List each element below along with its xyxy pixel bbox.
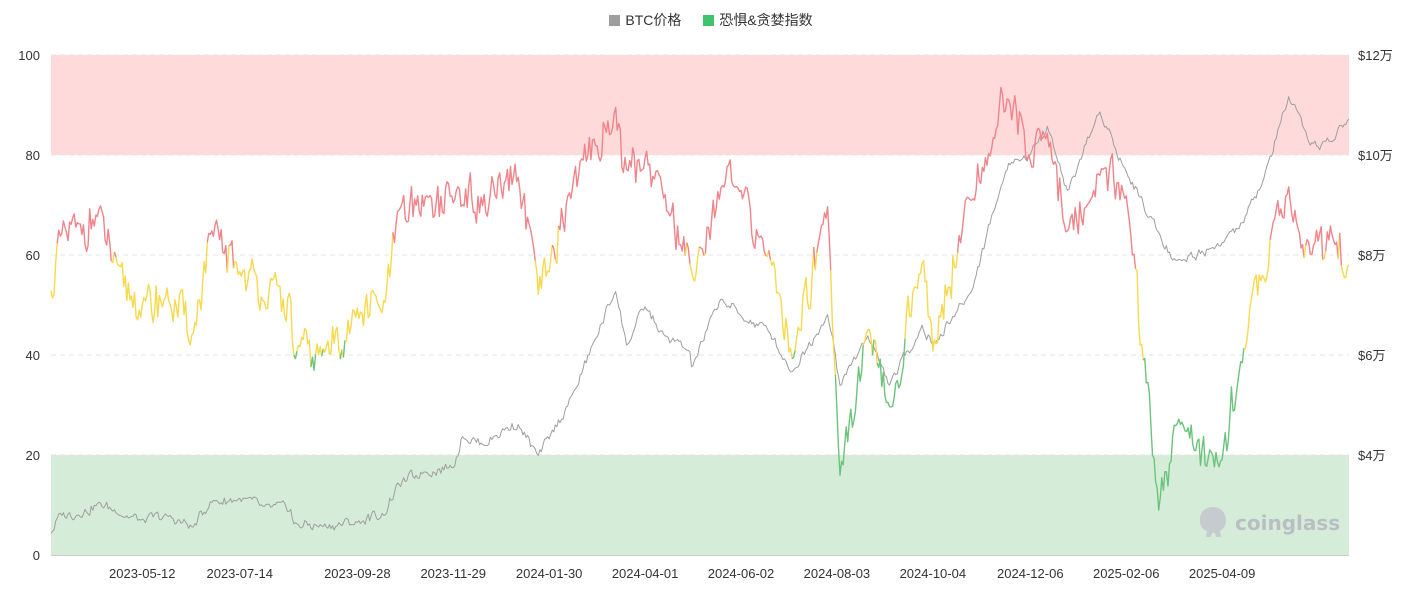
- y-left-tick-label: 40: [26, 348, 40, 363]
- series-line-fear-greed-greed: [551, 244, 556, 260]
- series-line-fear-greed-greed: [686, 242, 691, 264]
- y-left-tick-label: 100: [18, 48, 40, 63]
- series-line-fear-greed-neutral: [115, 242, 208, 346]
- series-line-fear-greed-neutral: [1134, 268, 1144, 361]
- x-tick-label: 2023-07-14: [206, 566, 273, 581]
- series-line-fear-greed-greed: [698, 246, 705, 256]
- series-line-btc-price: [50, 96, 1350, 534]
- x-tick-label: 2024-01-30: [516, 566, 583, 581]
- series-line-fear-greed-greed: [557, 106, 686, 257]
- series-line-fear-greed-neutral: [314, 343, 323, 357]
- series-line-fear-greed-greed: [1305, 226, 1324, 260]
- series-line-fear-greed-greed: [392, 163, 536, 261]
- x-tick-label: 2024-12-06: [997, 566, 1064, 581]
- series-line-fear-greed-greed: [56, 205, 112, 262]
- legend-label-btc: BTC价格: [625, 12, 682, 28]
- series-line-fear-greed-greed: [816, 206, 832, 271]
- x-tick-label: 2024-10-04: [900, 566, 967, 581]
- series-line-fear-greed-neutral: [322, 326, 341, 360]
- y-left-tick-label: 0: [33, 548, 40, 563]
- series-line-fear-greed-neutral: [873, 339, 878, 363]
- band-fear-zone: [51, 455, 1349, 555]
- y-right-tick-label: $10万: [1358, 148, 1393, 163]
- series-line-fear-greed-greed: [1325, 225, 1339, 259]
- series-line-fear-greed-fear: [871, 339, 875, 356]
- series-line-fear-greed-neutral: [765, 250, 770, 258]
- series-line-fear-greed-greed: [1269, 186, 1305, 259]
- series-line-fear-greed-fear: [342, 340, 346, 358]
- series-line-fear-greed-neutral: [684, 242, 688, 257]
- x-tick-label: 2025-02-06: [1093, 566, 1160, 581]
- y-right-tick-label: $8万: [1358, 248, 1385, 263]
- series-line-fear-greed-fear: [1142, 348, 1245, 511]
- y-left-tick-label: 80: [26, 148, 40, 163]
- series-line-fear-greed-neutral: [1340, 264, 1350, 279]
- y-right-tick-label: $6万: [1358, 348, 1385, 363]
- series-line-fear-greed-neutral: [1303, 245, 1307, 259]
- series-line-fear-greed-greed: [206, 219, 229, 273]
- legend: BTC价格 恐惧&贪婪指数: [0, 10, 1422, 30]
- series-line-fear-greed-greed: [956, 86, 1137, 269]
- series-line-fear-greed-neutral: [226, 245, 230, 273]
- series-line-fear-greed-fear: [293, 350, 298, 360]
- legend-swatch-btc: [609, 14, 621, 26]
- series-line-fear-greed-neutral: [344, 232, 394, 342]
- x-tick-label: 2023-09-28: [324, 566, 391, 581]
- series-line-fear-greed-neutral: [232, 258, 295, 356]
- x-tick-label: 2025-04-09: [1189, 566, 1256, 581]
- series-line-fear-greed-fear: [834, 345, 864, 476]
- legend-item-fear-greed[interactable]: 恐惧&贪婪指数: [703, 10, 813, 30]
- watermark-text: coinglass: [1235, 511, 1340, 535]
- series-line-fear-greed-greed: [768, 250, 772, 260]
- series-line-fear-greed-neutral: [814, 252, 818, 270]
- series-line-fear-greed-greed: [704, 159, 767, 256]
- series-line-fear-greed-fear: [310, 354, 317, 371]
- series-line-fear-greed-neutral: [904, 252, 959, 352]
- y-left-tick-label: 60: [26, 248, 40, 263]
- series-line-fear-greed-fear: [876, 338, 906, 408]
- legend-swatch-fear-greed: [703, 14, 715, 26]
- series-line-fear-greed-neutral: [554, 225, 560, 264]
- y-right-tick-label: $12万: [1358, 48, 1393, 63]
- legend-item-btc[interactable]: BTC价格: [609, 10, 681, 30]
- series-line-fear-greed-neutral: [1243, 239, 1271, 350]
- x-tick-label: 2024-04-01: [612, 566, 679, 581]
- series-line-fear-greed-greed: [1339, 232, 1342, 266]
- y-right-tick-label: $4万: [1358, 448, 1385, 463]
- series-line-fear-greed-neutral: [110, 251, 116, 264]
- band-greed-zone: [51, 55, 1349, 155]
- series-line-fear-greed-neutral: [689, 246, 700, 282]
- y-left-tick-label: 20: [26, 448, 40, 463]
- x-tick-label: 2023-11-29: [420, 566, 486, 581]
- series-line-fear-greed-greed: [228, 240, 235, 269]
- series-line-fear-greed-neutral: [50, 243, 58, 299]
- x-tick-label: 2024-08-03: [804, 566, 871, 581]
- coinglass-logo: [1199, 507, 1226, 537]
- series-line-fear-greed-neutral: [794, 246, 815, 351]
- series-line-fear-greed-neutral: [296, 327, 312, 368]
- series-line-fear-greed-neutral: [534, 245, 553, 295]
- series-line-fear-greed-fear: [321, 348, 324, 357]
- series-line-fear-greed-fear: [791, 350, 796, 360]
- series-line-fear-greed-neutral: [769, 259, 793, 359]
- legend-label-fear-greed: 恐惧&贪婪指数: [719, 12, 813, 28]
- series-line-fear-greed-neutral: [1322, 250, 1327, 261]
- series-line-fear-greed-neutral: [703, 253, 706, 257]
- x-tick-label: 2023-05-12: [109, 566, 176, 581]
- series-line-fear-greed-neutral: [830, 269, 837, 375]
- coinglass-logo-icon: [1199, 507, 1226, 537]
- series-line-fear-greed-neutral: [862, 328, 874, 356]
- series-line-fear-greed-greed: [113, 251, 117, 258]
- x-tick-label: 2024-06-02: [708, 566, 775, 581]
